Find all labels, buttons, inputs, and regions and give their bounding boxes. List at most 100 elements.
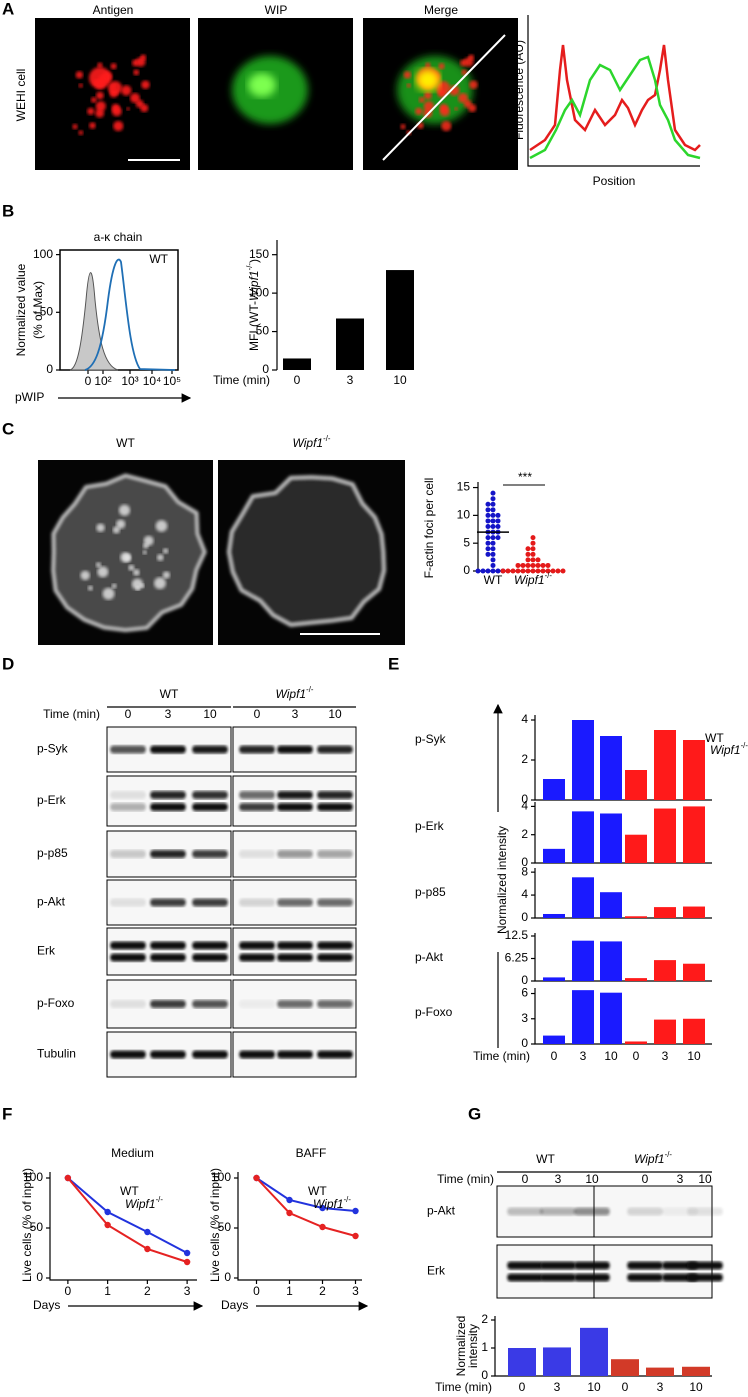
- bar: [683, 1018, 705, 1044]
- bar: [386, 270, 414, 370]
- dot: [495, 512, 501, 518]
- band: [317, 1050, 353, 1059]
- x-tick-label: 0: [622, 1380, 629, 1394]
- time-tick: 10: [698, 1172, 712, 1186]
- foci: [154, 577, 166, 590]
- y-tick-label: 5: [463, 535, 470, 549]
- bar: [682, 1366, 710, 1376]
- group-label: Wipf1-/-: [276, 685, 314, 701]
- band: [277, 1050, 313, 1059]
- band: [239, 1050, 275, 1059]
- dot: [535, 568, 541, 574]
- bar: [543, 779, 565, 800]
- bar: [625, 770, 647, 800]
- bar: [683, 906, 705, 918]
- bar: [572, 720, 594, 800]
- bar: [646, 1367, 674, 1376]
- foci: [116, 519, 126, 529]
- row-label: p-Akt: [37, 895, 66, 909]
- row-label: p-Akt: [415, 950, 444, 964]
- foci: [87, 585, 93, 591]
- spot: [90, 97, 97, 103]
- legend: WT: [149, 252, 168, 266]
- bar: [600, 992, 622, 1044]
- foci: [143, 535, 154, 546]
- spot: [130, 93, 140, 103]
- foci: [97, 566, 109, 578]
- y-tick-label: 0: [262, 362, 269, 376]
- foci: [131, 578, 144, 590]
- x-tick-label: 10: [587, 1380, 601, 1394]
- y-tick-label: 0: [46, 362, 53, 376]
- x-tick-label: 2: [144, 1284, 151, 1298]
- spot: [438, 63, 445, 70]
- spot: [423, 91, 432, 100]
- point: [352, 1207, 359, 1215]
- spot: [126, 107, 130, 111]
- dot: [555, 568, 561, 574]
- band: [317, 803, 353, 811]
- legend: WT: [120, 1184, 139, 1198]
- point: [286, 1209, 293, 1217]
- band: [110, 791, 146, 799]
- spot: [400, 124, 406, 130]
- band: [540, 1273, 576, 1282]
- significance: ***: [518, 470, 532, 484]
- band: [574, 1261, 610, 1270]
- profile-green: [529, 55, 701, 160]
- time-tick: 10: [328, 707, 342, 721]
- band: [192, 898, 228, 907]
- band: [110, 1000, 146, 1008]
- axis-title: Days: [221, 1298, 248, 1312]
- bar: [572, 877, 594, 918]
- group-label: WT: [536, 1152, 555, 1166]
- bar: [625, 1041, 647, 1044]
- panel-label: D: [2, 654, 14, 673]
- band: [110, 1050, 146, 1059]
- legend: WT: [308, 1184, 327, 1198]
- blot: [496, 1244, 595, 1299]
- spot: [406, 83, 411, 88]
- y-tick-label: 3: [521, 1011, 528, 1025]
- band: [627, 1207, 663, 1216]
- dot: [525, 551, 531, 557]
- blot: [593, 1244, 713, 1299]
- dot: [480, 568, 486, 574]
- dot: [495, 524, 501, 529]
- band: [277, 941, 313, 950]
- band: [507, 1207, 543, 1216]
- x-prefix: Time (min): [435, 1380, 492, 1394]
- axis-title: Normalized value: [14, 263, 28, 356]
- axis-title: Days: [33, 1298, 60, 1312]
- row-label: p-p85: [415, 885, 446, 899]
- x-tick-label: 10: [687, 1049, 701, 1063]
- channel-title: Merge: [424, 3, 458, 17]
- x-tick-label: 10⁴: [143, 374, 162, 388]
- row-label: Tubulin: [37, 1047, 76, 1061]
- row-label: p-Foxo: [415, 1005, 453, 1019]
- band: [687, 1207, 723, 1216]
- dot: [490, 551, 496, 557]
- dot: [525, 557, 531, 563]
- band: [277, 953, 313, 962]
- dot: [485, 551, 491, 557]
- band: [192, 941, 228, 950]
- foci: [112, 526, 120, 534]
- y-tick-label: 0: [521, 910, 528, 924]
- spot: [111, 106, 122, 117]
- x-tick-label: 3: [662, 1049, 669, 1063]
- bar: [580, 1327, 608, 1376]
- axis-title-part: MFI (WT-: [247, 301, 261, 351]
- hist-ctrl: [69, 272, 119, 371]
- y-tick-label: 8: [521, 864, 528, 878]
- y-tick-label: 4: [521, 887, 528, 901]
- band: [110, 953, 146, 962]
- row-label: p-Syk: [37, 742, 69, 756]
- band: [277, 803, 313, 811]
- image-title: WT: [116, 436, 135, 450]
- dot: [505, 568, 511, 574]
- dot: [490, 518, 496, 524]
- dot: [485, 535, 491, 541]
- y-tick-label: 4: [521, 712, 528, 726]
- point: [64, 1174, 72, 1182]
